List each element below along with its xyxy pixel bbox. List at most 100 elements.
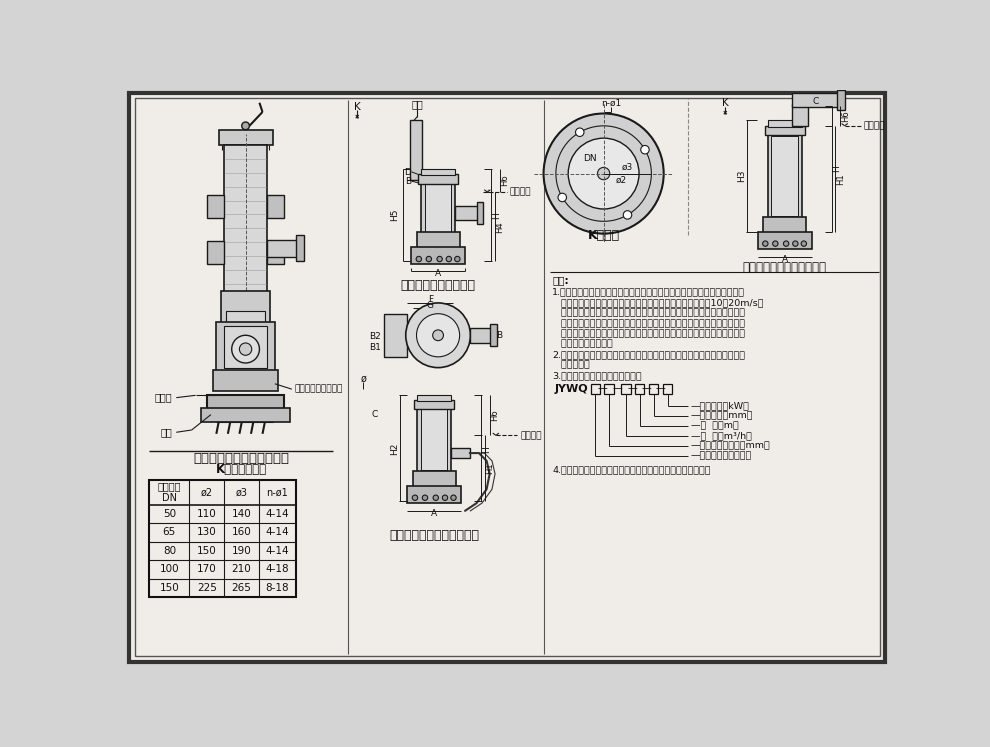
Bar [792,93,839,108]
Text: 出口直径
DN: 出口直径 DN [157,482,181,503]
Bar [414,400,454,409]
Text: ø: ø [360,374,366,383]
Text: H6: H6 [500,175,509,186]
Bar [213,370,278,391]
Text: 4.本页根据上海熊猫机械（集团）有限公司提供的资料编制。: 4.本页根据上海熊猫机械（集团）有限公司提供的资料编制。 [552,465,711,474]
Circle shape [412,495,418,500]
Bar [764,125,805,135]
Bar [413,471,455,488]
Text: A: A [432,509,438,518]
Circle shape [450,495,456,500]
Text: G: G [427,301,434,310]
Text: 硬管连接固定式安装外形图: 硬管连接固定式安装外形图 [742,261,827,274]
Text: C: C [371,410,377,419]
Text: —: — [655,383,665,394]
Text: H3: H3 [737,170,745,182]
Text: H6: H6 [841,110,849,122]
Circle shape [772,241,778,247]
Bar [207,395,284,411]
Text: 130: 130 [197,527,217,537]
Circle shape [443,495,447,500]
Bar [763,217,806,234]
Text: 150: 150 [197,546,217,556]
Text: 4-14: 4-14 [265,527,289,537]
Text: 防止污水池（集水坑）沉淀物堆积固化，适用于厨房含油废水及含有粪便: 防止污水池（集水坑）沉淀物堆积固化，适用于厨房含油废水及含有粪便 [552,319,745,328]
Circle shape [641,146,649,154]
Text: 说明:: 说明: [552,275,568,285]
Circle shape [416,256,422,261]
Text: 导轨: 导轨 [412,99,423,109]
Text: —自动搅匀潜水排污泵: —自动搅匀潜水排污泵 [691,451,751,460]
Circle shape [558,193,566,202]
Text: 1.自动搅匀潜水排污泵系在普通型潜水排污泵的基础上设计有一个特殊的引: 1.自动搅匀潜水排污泵系在普通型潜水排污泵的基础上设计有一个特殊的引 [552,288,745,297]
Text: 80: 80 [162,546,176,556]
Bar [421,169,455,175]
Text: —电机功率（kW）: —电机功率（kW） [691,401,749,410]
Text: 8-18: 8-18 [265,583,289,593]
Text: 水装置，利用泵腔中的压力水流，随着电机的高速旋转，以10～20m/s的: 水装置，利用泵腔中的压力水流，随着电机的高速旋转，以10～20m/s的 [552,298,763,307]
Text: —排出口公称直径（mm）: —排出口公称直径（mm） [691,441,770,450]
Bar [219,130,272,145]
Text: 140: 140 [232,509,251,519]
Text: B: B [405,177,411,186]
Text: 4-14: 4-14 [265,509,289,519]
Text: 50: 50 [162,509,176,519]
Bar [407,486,461,503]
Text: H6: H6 [490,409,499,421]
Text: H4: H4 [495,221,504,232]
Text: A: A [435,269,442,278]
Bar [267,240,298,257]
Text: 的生活污水、含泥砂量较多的地下汽车库废水等沉淀物较多，停留时间较: 的生活污水、含泥砂量较多的地下汽车库废水等沉淀物较多，停留时间较 [552,329,745,338]
Bar [221,291,270,326]
Text: 265: 265 [232,583,251,593]
Circle shape [575,128,584,137]
Bar [411,247,465,264]
Text: 旋流速度冲洗污水池（集水坑）底部，将沉淀物搅匀搅散后随水流排出，: 旋流速度冲洗污水池（集水坑）底部，将沉淀物搅匀搅散后随水流排出， [552,309,745,317]
Bar [417,232,459,249]
Text: H1: H1 [485,462,494,474]
Circle shape [254,397,260,403]
Bar [207,241,224,264]
Text: —流  量（m³/h）: —流 量（m³/h） [691,432,751,441]
Text: 自动搅匀潜污泵构造示意图: 自动搅匀潜污泵构造示意图 [194,452,290,465]
Bar [767,134,802,218]
Text: 150: 150 [159,583,179,593]
Bar [418,394,451,400]
Text: B: B [497,331,503,340]
Text: K向法兰尺寸表: K向法兰尺寸表 [216,462,267,476]
Text: ø2: ø2 [201,487,213,498]
Circle shape [232,335,259,363]
Bar [425,183,451,232]
Text: H2: H2 [390,442,399,455]
Text: K向放大: K向放大 [587,229,620,242]
Circle shape [793,241,798,247]
Bar [470,328,492,343]
Text: K: K [353,102,360,111]
Text: H: H [482,446,491,453]
Text: 110: 110 [197,509,217,519]
Circle shape [433,495,439,500]
Text: 圆螺母: 圆螺母 [154,393,172,403]
Text: A: A [781,255,788,264]
Circle shape [433,330,444,341]
Bar [636,384,644,394]
Circle shape [220,397,226,403]
Circle shape [801,241,807,247]
Bar [455,206,478,220]
Text: 4-18: 4-18 [265,564,289,574]
Text: 3.自动搅匀潜水排污泵型号意义：: 3.自动搅匀潜水排污泵型号意义： [552,371,642,380]
Bar [767,120,802,126]
Bar [771,136,798,216]
Text: 225: 225 [197,583,217,593]
Text: —: — [642,383,651,394]
Bar [421,409,447,470]
Bar [216,322,275,372]
Bar [149,480,296,597]
Bar [224,145,267,295]
Text: D: D [404,167,411,176]
Bar [663,384,672,394]
Circle shape [417,314,459,357]
Circle shape [231,397,238,403]
Bar [224,326,267,368]
Text: 2.该泵泵体材质有铸铁和不锈钢两种，若用于抽升腐蚀性液体时，应选用不: 2.该泵泵体材质有铸铁和不锈钢两种，若用于抽升腐蚀性液体时，应选用不 [552,350,745,359]
